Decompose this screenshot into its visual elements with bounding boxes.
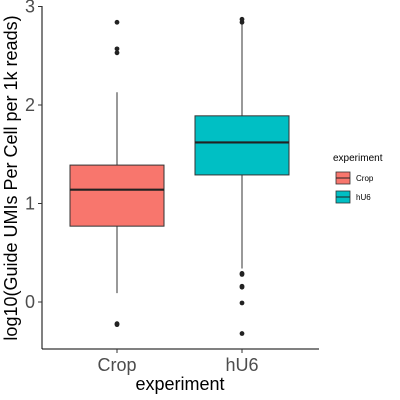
y-tick-label: 0 <box>25 292 35 312</box>
outlier-point <box>239 331 245 336</box>
y-axis-title: log10(Guide UMIs Per Cell per 1k reads) <box>1 15 21 340</box>
legend-label: hU6 <box>356 193 371 202</box>
y-tick-label: 3 <box>25 0 35 17</box>
legend-entry-crop: Crop <box>335 171 374 185</box>
legend-label: Crop <box>356 174 374 183</box>
outlier-point <box>239 272 245 277</box>
x-axis-title: experiment <box>135 374 224 394</box>
outlier-point <box>239 19 245 25</box>
outlier-point <box>239 300 245 306</box>
axes <box>41 6 319 350</box>
plot-area <box>69 16 290 336</box>
x-tick-label: Crop <box>97 355 136 375</box>
legend-entry-hu6: hU6 <box>335 190 371 204</box>
legend-title: experiment <box>333 153 383 164</box>
box-crop <box>69 164 165 227</box>
x-ticks: Crop hU6 <box>97 349 259 375</box>
y-tick-label: 1 <box>25 194 35 214</box>
outlier-point <box>239 284 245 290</box>
legend: experiment Crop hU6 <box>333 153 383 204</box>
y-tick-label: 2 <box>25 95 35 115</box>
outlier-point <box>114 19 120 25</box>
outlier-point <box>114 50 120 56</box>
y-ticks: 0 1 2 3 <box>25 0 42 312</box>
box-hu6 <box>194 115 290 176</box>
outlier-point <box>114 322 120 328</box>
x-tick-label: hU6 <box>225 355 258 375</box>
outlier-point <box>114 46 120 52</box>
